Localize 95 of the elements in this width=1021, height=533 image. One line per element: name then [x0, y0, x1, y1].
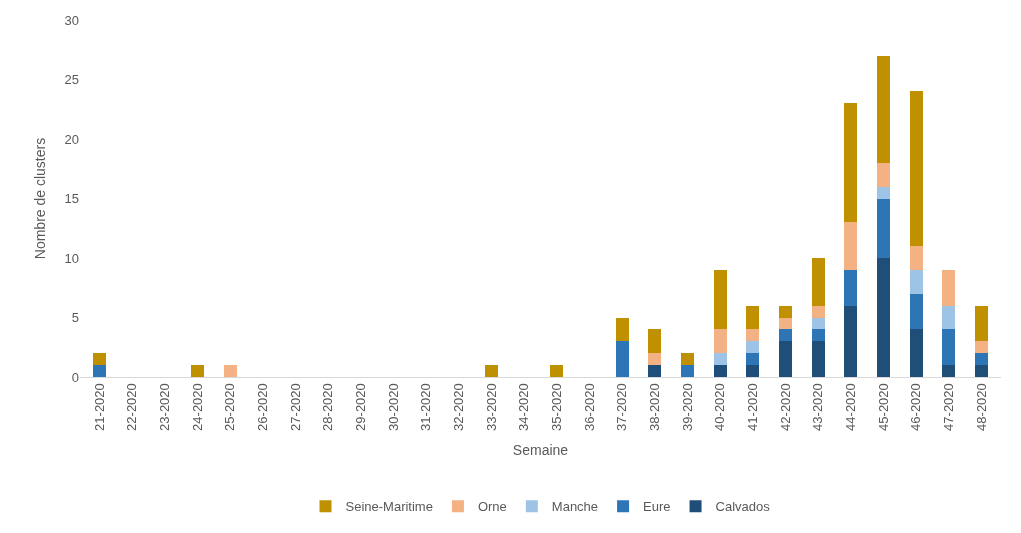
bar	[746, 329, 760, 342]
x-tick-label: 45-2020	[875, 383, 891, 431]
x-tick-label: 26-2020	[255, 383, 271, 431]
x-tick-label: 21-2020	[91, 383, 107, 431]
x-tick-label: 46-2020	[908, 383, 924, 431]
legend-label: Calvados	[715, 499, 771, 515]
x-tick-label: 35-2020	[549, 383, 565, 431]
bar	[746, 305, 760, 330]
x-tick-label: 28-2020	[320, 383, 336, 431]
x-axis-title: Semaine	[512, 442, 569, 459]
bar	[648, 329, 662, 354]
y-axis-title: Nombre de clusters	[32, 137, 49, 260]
bar	[909, 91, 923, 247]
bar	[713, 269, 727, 330]
bar	[223, 365, 237, 377]
x-tick-label: 27-2020	[287, 383, 303, 431]
x-tick-label: 32-2020	[451, 383, 467, 431]
x-tick-label: 22-2020	[124, 383, 140, 431]
bar	[942, 269, 956, 306]
bar	[93, 365, 107, 377]
legend-label: Seine-Maritime	[345, 499, 433, 515]
x-tick-label: 42-2020	[777, 383, 793, 431]
x-tick-label: 40-2020	[712, 383, 728, 431]
bar	[942, 305, 956, 330]
y-tick-label: 0	[71, 369, 79, 385]
x-tick-label: 34-2020	[516, 383, 532, 431]
x-tick-label: 30-2020	[385, 383, 401, 431]
bar	[648, 353, 662, 366]
legend-label: Manche	[551, 499, 599, 515]
legend-label: Orne	[477, 499, 507, 515]
y-tick-label: 20	[64, 131, 79, 147]
bar	[909, 293, 923, 330]
y-tick-label: 15	[64, 191, 79, 207]
bar	[680, 365, 694, 377]
bar	[713, 353, 727, 366]
x-tick-label: 29-2020	[353, 383, 369, 431]
bar	[909, 246, 923, 270]
bar	[811, 317, 825, 330]
bar	[713, 365, 727, 377]
x-tick-label: 48-2020	[973, 383, 989, 431]
bar	[680, 353, 694, 366]
bar	[974, 341, 988, 354]
bar	[974, 305, 988, 342]
bar	[974, 353, 988, 366]
bar	[93, 353, 107, 366]
y-tick-label: 25	[64, 72, 79, 88]
bar	[942, 365, 956, 377]
x-tick-label: 44-2020	[842, 383, 858, 431]
bar	[844, 269, 858, 306]
x-tick-label: 39-2020	[679, 383, 695, 431]
bar	[844, 222, 858, 270]
bar	[615, 317, 629, 342]
bar	[484, 365, 499, 377]
bar	[778, 305, 792, 318]
bar	[811, 258, 825, 306]
bar	[778, 329, 792, 342]
x-tick-label: 25-2020	[222, 383, 238, 431]
x-tick-label: 24-2020	[189, 383, 205, 431]
bar	[876, 258, 890, 377]
bar	[909, 269, 923, 294]
bar	[844, 305, 858, 377]
bar	[746, 353, 760, 366]
bar	[550, 365, 564, 377]
x-tick-label: 33-2020	[483, 383, 499, 431]
bar	[648, 365, 662, 377]
bar	[876, 55, 890, 163]
bar	[811, 341, 825, 377]
x-tick-label: 31-2020	[418, 383, 434, 431]
bar	[778, 341, 792, 377]
x-tick-label: 36-2020	[581, 383, 597, 431]
bar	[974, 365, 988, 377]
bar	[713, 329, 727, 354]
bar	[746, 365, 760, 377]
bar	[191, 365, 205, 377]
bar	[876, 198, 890, 258]
bar	[615, 341, 629, 377]
bar	[811, 329, 825, 342]
bar	[876, 162, 890, 187]
bar	[778, 317, 792, 330]
bar	[942, 329, 956, 366]
legend-label: Eure	[643, 499, 671, 515]
x-tick-label: 38-2020	[647, 383, 663, 431]
x-tick-label: 41-2020	[745, 383, 761, 431]
y-tick-label: 10	[64, 250, 79, 266]
x-tick-label: 43-2020	[810, 383, 826, 431]
bar	[844, 103, 858, 223]
bar	[876, 186, 890, 199]
x-tick-label: 37-2020	[614, 383, 630, 431]
y-tick-label: 30	[64, 12, 79, 28]
bar	[746, 341, 760, 354]
bar	[811, 305, 825, 318]
bar	[909, 329, 923, 377]
x-tick-label: 23-2020	[157, 383, 173, 431]
y-tick-label: 5	[71, 310, 79, 326]
x-tick-label: 47-2020	[940, 383, 956, 431]
